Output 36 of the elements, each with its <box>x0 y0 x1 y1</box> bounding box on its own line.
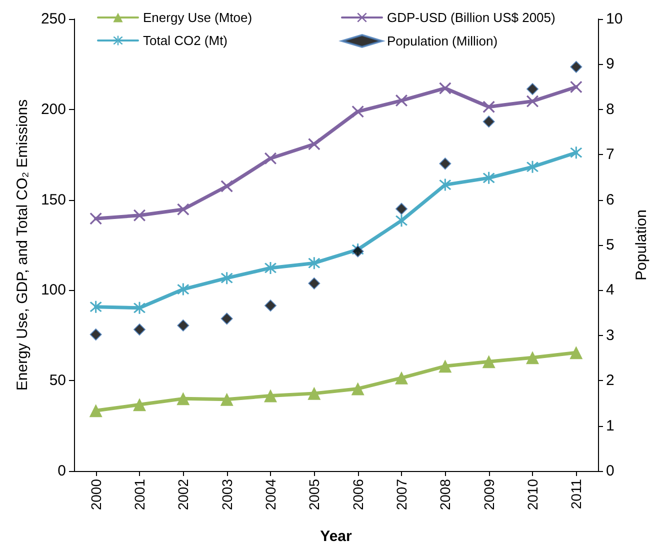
y2-tick-label: 4 <box>606 282 614 299</box>
y2-tick-label: 10 <box>606 10 623 28</box>
x-tick-label: 2008 <box>437 478 454 510</box>
legend-label: Total CO2 (Mt) <box>143 33 228 48</box>
x-tick-label: 2001 <box>132 478 148 510</box>
x-tick-label: 2005 <box>306 478 322 510</box>
x-tick-label: 2003 <box>218 478 235 510</box>
y-tick-label: 250 <box>40 10 66 28</box>
y2-tick-label: 3 <box>606 326 614 344</box>
legend-label: GDP-USD (Billion US$ 2005) <box>387 10 556 25</box>
legend-label: Energy Use (Mtoe) <box>143 10 252 25</box>
y2-tick-label: 7 <box>606 146 614 164</box>
y-axis-title: Energy Use, GDP, and Total CO₂ Emissions <box>14 99 32 391</box>
y2-tick-label: 8 <box>606 100 614 118</box>
x-tick-label: 2006 <box>350 478 366 510</box>
y-tick-label: 0 <box>58 462 66 480</box>
y-tick-label: 150 <box>40 191 66 208</box>
y2-tick-label: 5 <box>606 236 614 254</box>
legend-label: Population (Million) <box>387 34 498 48</box>
y-tick-label: 200 <box>40 100 66 118</box>
x-tick-label: 2010 <box>524 478 540 510</box>
x-tick-label: 2002 <box>175 478 192 510</box>
y2-tick-label: 2 <box>606 372 614 390</box>
y-tick-label: 100 <box>40 282 66 299</box>
x-tick-label: 2011 <box>568 478 584 510</box>
y2-tick-label: 1 <box>606 417 614 434</box>
y-tick-label: 50 <box>49 372 66 390</box>
x-tick-label: 2004 <box>262 478 278 510</box>
y2-tick-label: 0 <box>606 462 614 480</box>
x-tick-label: 2007 <box>394 478 410 510</box>
y2-axis-title: Population <box>633 210 650 280</box>
y2-tick-label: 6 <box>606 191 614 208</box>
x-tick-label: 2009 <box>480 478 497 510</box>
x-tick-label: 2000 <box>88 478 104 510</box>
y2-tick-label: 9 <box>606 56 614 73</box>
x-axis-title: Year <box>320 528 352 545</box>
